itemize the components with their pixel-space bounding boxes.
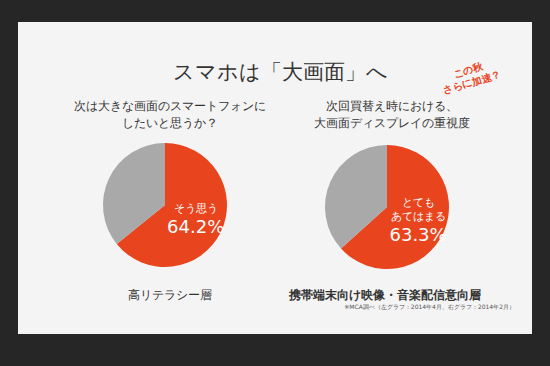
svg-text:あてはまる: あてはまる: [391, 210, 446, 223]
svg-text:次回買替え時における、: 次回買替え時における、: [326, 99, 458, 113]
svg-text:そう思う: そう思う: [174, 202, 218, 215]
svg-text:63.3%: 63.3%: [389, 224, 446, 245]
svg-text:高リテラシー層: 高リテラシー層: [128, 288, 212, 302]
svg-text:次は大きな画面のスマートフォンに: 次は大きな画面のスマートフォンに: [74, 99, 266, 113]
svg-text:とても: とても: [402, 196, 435, 209]
svg-text:大画面ディスプレイの重視度: 大画面ディスプレイの重視度: [314, 116, 470, 130]
svg-text:携帯端末向け映像・音楽配信意向層: 携帯端末向け映像・音楽配信意向層: [288, 288, 481, 302]
svg-text:さらに加速？: さらに加速？: [442, 68, 503, 96]
svg-text:スマホは「大画面」へ: スマホは「大画面」へ: [173, 60, 388, 84]
svg-text:※MCA調べ（左グラフ：2014年4月、右グラフ：2014年: ※MCA調べ（左グラフ：2014年4月、右グラフ：2014年2月）: [344, 303, 515, 311]
svg-text:64.2%: 64.2%: [167, 216, 224, 237]
svg-text:この秋: この秋: [452, 60, 484, 80]
svg-text:したいと思うか？: したいと思うか？: [122, 116, 218, 130]
